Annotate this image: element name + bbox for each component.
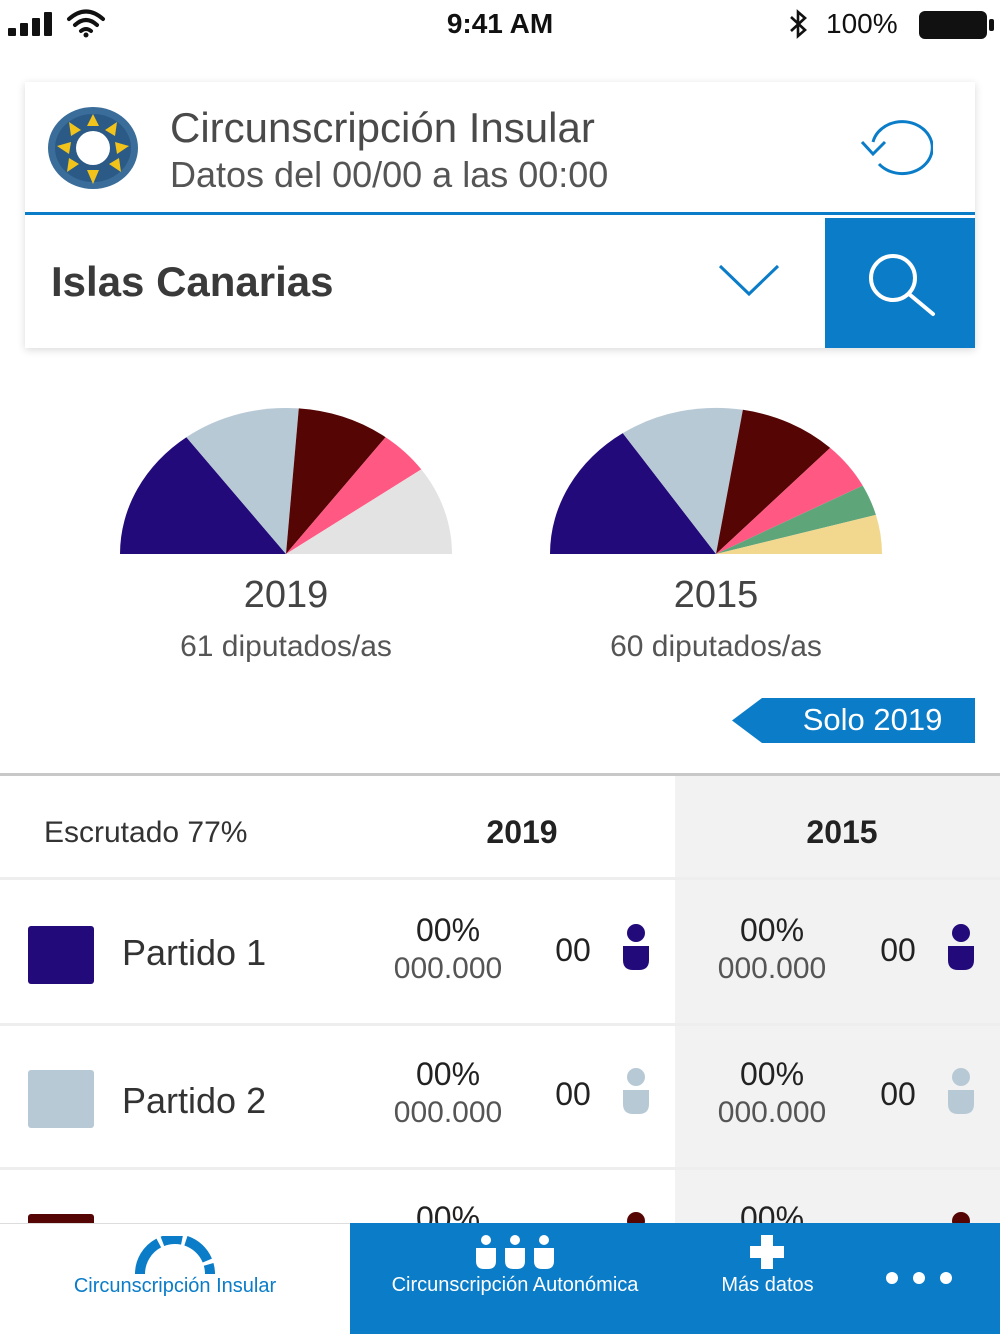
vote-count-2019: 000.000	[393, 1096, 503, 1129]
vote-percent-2019: 00%	[415, 1200, 481, 1223]
tab-mas-datos[interactable]: Más datos	[680, 1223, 855, 1334]
table-header: Escrutado 77% 2019 2015	[0, 776, 1000, 880]
person-icon	[623, 1068, 649, 1114]
seat-slice-4	[286, 437, 422, 554]
battery-percent: 100%	[826, 8, 898, 39]
chevron-down-icon	[718, 264, 780, 297]
solo-2019-button[interactable]: Solo 2019	[732, 698, 975, 743]
seat-chart-2019	[120, 407, 452, 554]
wifi-icon	[67, 9, 105, 38]
search-button[interactable]	[825, 218, 975, 348]
tab-circunscripcion-autonomica[interactable]: Circunscripción Autonómica	[350, 1223, 680, 1334]
person-icon	[952, 1212, 970, 1223]
plus-icon	[750, 1235, 784, 1269]
people-group-icon	[476, 1235, 554, 1269]
table-row[interactable]: Partido 1 00% 000.000 00 00% 000.000 00	[0, 882, 1000, 1026]
region-select-value: Islas Canarias	[51, 258, 334, 305]
person-icon	[623, 924, 649, 970]
column-header-2015: 2015	[806, 814, 878, 850]
seat-slice-2	[622, 407, 743, 554]
party-color-swatch	[28, 1070, 94, 1128]
tab-bar: Circunscripción Insular Circunscripción …	[0, 1223, 1000, 1334]
seat-slice-5	[286, 469, 452, 554]
status-time: 9:41 AM	[446, 8, 554, 39]
status-bar: 9:41 AM 100%	[0, 0, 1000, 50]
chart-seats-2015: 60 diputados/as	[610, 630, 822, 663]
tab-label: Circunscripción Insular	[73, 1275, 277, 1297]
tab-label: Circunscripción Autonómica	[391, 1274, 639, 1296]
solo-2019-label: Solo 2019	[802, 702, 943, 737]
seat-slice-6	[716, 514, 882, 554]
chart-year-2019: 2019	[243, 574, 329, 616]
vote-percent-2015: 00%	[739, 912, 805, 948]
seat-count-2015: 00	[880, 932, 916, 968]
seat-count-2019: 00	[555, 932, 591, 968]
scrutiny-status: Escrutado 77%	[44, 816, 248, 849]
person-icon	[948, 1068, 974, 1114]
party-color-swatch	[28, 926, 94, 984]
seat-count-2019: 00	[555, 1076, 591, 1112]
seat-slice-3	[716, 409, 831, 554]
tab-circunscripcion-insular[interactable]: Circunscripción Insular	[0, 1223, 350, 1334]
header-card: Circunscripción Insular Datos del 00/00 …	[25, 82, 975, 348]
tab-more[interactable]	[855, 1223, 1000, 1334]
region-select[interactable]: Islas Canarias	[25, 218, 825, 348]
party-name: Partido 1	[122, 932, 267, 973]
vote-percent-2015: 00%	[739, 1056, 805, 1092]
seat-slice-1	[550, 433, 716, 554]
person-icon	[948, 924, 974, 970]
results-table: Escrutado 77% 2019 2015 Partido 1 00% 00…	[0, 773, 1000, 1223]
parliament-logo-icon	[48, 107, 138, 189]
column-2015-background	[675, 776, 1000, 1223]
search-icon	[869, 254, 935, 316]
seat-count-2015: 00	[880, 1076, 916, 1112]
vote-percent-2019: 00%	[415, 912, 481, 948]
vote-count-2019: 000.000	[393, 952, 503, 985]
update-timestamp: Datos del 00/00 a las 00:00	[170, 154, 609, 195]
more-dots-icon	[886, 1272, 952, 1284]
refresh-icon[interactable]	[859, 118, 933, 178]
gauge-icon	[135, 1236, 215, 1275]
chart-seats-2019: 61 diputados/as	[180, 630, 392, 663]
vote-count-2015: 000.000	[717, 952, 827, 985]
person-icon	[627, 1212, 645, 1223]
battery-icon	[919, 11, 994, 39]
bluetooth-icon	[790, 9, 807, 39]
page-title: Circunscripción Insular	[170, 104, 595, 151]
column-header-2019: 2019	[486, 814, 558, 850]
chart-year-2015: 2015	[673, 574, 759, 616]
seat-slice-1	[120, 437, 286, 554]
signal-icon	[8, 12, 52, 36]
seat-slice-2	[186, 407, 299, 554]
seat-slice-5	[716, 485, 876, 554]
table-row[interactable]: 00% 00%	[0, 1170, 1000, 1223]
table-row[interactable]: Partido 2 00% 000.000 00 00% 000.000 00	[0, 1026, 1000, 1170]
seat-slice-3	[286, 408, 386, 554]
vote-percent-2019: 00%	[415, 1056, 481, 1092]
party-color-swatch	[28, 1214, 94, 1223]
seat-slice-4	[716, 447, 863, 554]
party-name: Partido 2	[122, 1080, 267, 1121]
tab-label: Más datos	[721, 1274, 814, 1296]
solo-2019-tag-shape	[732, 698, 975, 743]
header-top: Circunscripción Insular Datos del 00/00 …	[25, 82, 975, 215]
seat-chart-2015	[550, 407, 882, 554]
vote-percent-2015: 00%	[739, 1200, 805, 1223]
vote-count-2015: 000.000	[717, 1096, 827, 1129]
